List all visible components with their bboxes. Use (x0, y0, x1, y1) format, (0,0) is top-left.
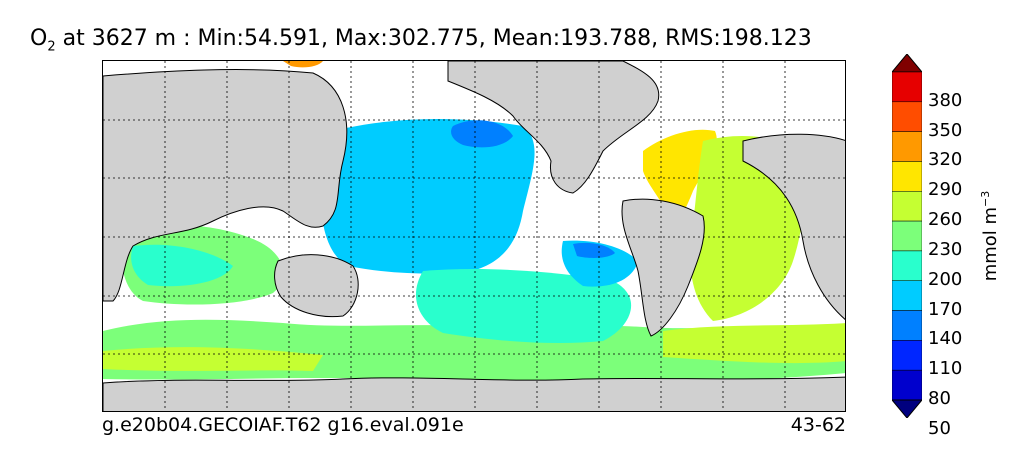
colorbar-tick-label: 170 (928, 298, 963, 320)
field-indian-ocean-aqua (131, 244, 233, 287)
field-east-pacific-blue (573, 242, 615, 258)
colorbar-tick-label: 110 (928, 358, 963, 380)
colorbar-tick-label: 350 (928, 119, 963, 141)
map-canvas (103, 61, 845, 411)
colorbar-level (892, 191, 922, 222)
colorbar-tick-label: 260 (928, 209, 963, 231)
colorbar-tick-label: 290 (928, 179, 963, 201)
field-southern-atlantic-yellowgreen (663, 323, 845, 364)
land-south-america (621, 198, 705, 337)
colorbar-levels (892, 54, 922, 418)
graticule (103, 61, 845, 411)
colorbar-level (892, 280, 922, 311)
colorbar-level (892, 71, 922, 103)
title-species: O (30, 26, 48, 51)
colorbar-level (892, 220, 922, 252)
land-north-america (447, 61, 660, 194)
colorbar-level (892, 250, 922, 281)
land-australia (274, 254, 359, 318)
colorbar-level (892, 161, 922, 192)
field-north-pacific-blue (451, 120, 513, 148)
field-southern-band-yellowgreen (103, 347, 323, 371)
field-north-atlantic-yellow (643, 129, 717, 222)
colorbar-tick-label: 380 (928, 89, 963, 111)
field-south-pacific-aqua (415, 269, 632, 344)
land-antarctica (103, 376, 845, 411)
title-species-subscript: 2 (47, 39, 56, 55)
colorbar-extend-min (892, 399, 922, 418)
colorbar-level (892, 310, 922, 341)
ocean-map (102, 60, 846, 412)
colorbar-extend-max (892, 54, 922, 73)
colorbar-tick-label: 50 (928, 417, 951, 439)
colorbar (892, 54, 922, 418)
years-label: 43-62 (790, 414, 846, 436)
colorbar-unit-text: mmol m (980, 206, 1001, 282)
colorbar-tick-label: 80 (928, 388, 951, 409)
colorbar-level (892, 340, 922, 371)
colorbar-unit-label: mmol m−3 (979, 191, 1001, 282)
colorbar-level (892, 101, 922, 132)
title-stats: at 3627 m : Min:54.591, Max:302.775, Mea… (55, 26, 812, 51)
colorbar-tick-label: 140 (928, 328, 963, 350)
field-arctic-orange (283, 61, 323, 68)
colorbar-tick-label: 230 (928, 238, 963, 260)
figure-title: O2 at 3627 m : Min:54.591, Max:302.775, … (30, 26, 812, 54)
colorbar-tick-label: 320 (928, 149, 963, 171)
land-africa-east-edge (742, 133, 845, 320)
field-north-pacific-cyan (321, 119, 535, 274)
colorbar-tick-label: 200 (928, 268, 963, 290)
colorbar-unit-exponent: −3 (979, 190, 992, 207)
colorbar-level (892, 369, 922, 401)
case-label: g.e20b04.GECOIAF.T62 g16.eval.091e (102, 414, 464, 436)
colorbar-level (892, 131, 922, 162)
